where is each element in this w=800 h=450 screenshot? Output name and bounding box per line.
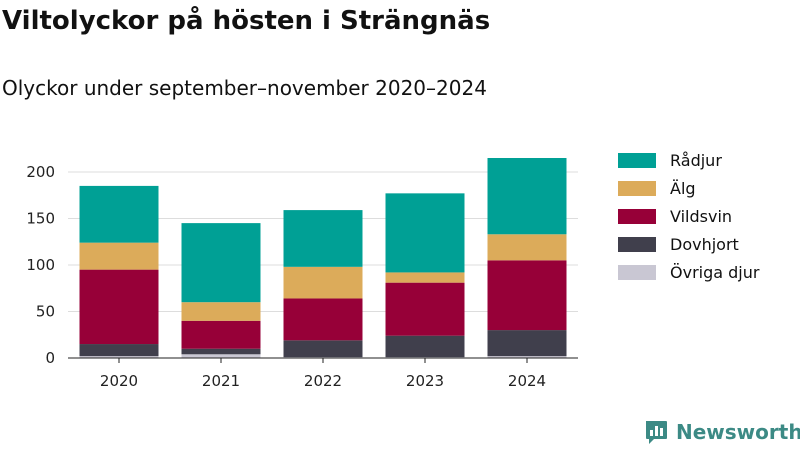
legend-label: Vildsvin	[670, 206, 733, 226]
x-tick-label: 2022	[304, 372, 342, 390]
bar-segment-rådjur-2021	[181, 223, 261, 303]
chart-title: Viltolyckor på hösten i Strängnäs	[2, 6, 491, 36]
bar-segment-älg-2021	[181, 302, 261, 321]
bar-segment-rådjur-2023	[385, 193, 465, 273]
legend-label: Rådjur	[670, 150, 722, 170]
x-axis-ticks: 2020 2021 2022 2023 2024	[100, 358, 546, 390]
bar-segment-vildsvin-2020	[79, 269, 159, 345]
x-tick-label: 2020	[100, 372, 138, 390]
bar-segment-rådjur-2020	[79, 185, 159, 243]
legend-item: Älg	[618, 174, 759, 202]
y-tick-label: 50	[36, 302, 55, 320]
x-tick-label: 2021	[202, 372, 240, 390]
legend-swatch	[618, 152, 656, 168]
x-tick-label: 2023	[406, 372, 444, 390]
chart-legend: Rådjur Älg Vildsvin Dovhjort Övriga djur	[618, 146, 759, 286]
y-tick-label: 100	[26, 256, 55, 274]
bar-segment-vildsvin-2022	[283, 298, 363, 341]
bar-segment-dovhjort-2021	[181, 348, 261, 355]
bar-segment-övriga-djur-2020	[79, 356, 159, 358]
bar-segment-övriga-djur-2021	[181, 354, 261, 358]
legend-label: Älg	[670, 178, 696, 198]
legend-swatch	[618, 236, 656, 252]
x-tick-label: 2024	[508, 372, 546, 390]
bar-segment-dovhjort-2024	[487, 330, 567, 357]
legend-label: Övriga djur	[670, 262, 760, 282]
chart-subtitle: Olyckor under september–november 2020–20…	[2, 76, 487, 100]
legend-item: Dovhjort	[618, 230, 759, 258]
bar-segment-dovhjort-2020	[79, 344, 159, 357]
legend-swatch	[618, 180, 656, 196]
bar-segment-dovhjort-2023	[385, 335, 465, 358]
y-tick-label: 0	[45, 349, 55, 367]
bar-segment-älg-2020	[79, 242, 159, 270]
legend-item: Rådjur	[618, 146, 759, 174]
bar-segments	[79, 158, 567, 358]
newsworthy-brand: Newsworthy	[644, 419, 800, 445]
legend-item: Övriga djur	[618, 258, 759, 286]
bar-segment-vildsvin-2023	[385, 282, 465, 336]
bar-segment-vildsvin-2021	[181, 320, 261, 349]
bar-segment-rådjur-2022	[283, 210, 363, 267]
bar-segment-övriga-djur-2024	[487, 356, 567, 358]
legend-swatch	[618, 264, 656, 280]
bar-segment-älg-2023	[385, 272, 465, 283]
bar-segment-älg-2024	[487, 234, 567, 261]
bar-segment-dovhjort-2022	[283, 340, 363, 358]
y-tick-label: 200	[26, 163, 55, 181]
legend-label: Dovhjort	[670, 234, 739, 254]
legend-swatch	[618, 208, 656, 224]
y-tick-label: 150	[26, 209, 55, 227]
bar-segment-älg-2022	[283, 266, 363, 299]
bar-segment-rådjur-2024	[487, 158, 567, 235]
brand-name: Newsworthy	[676, 420, 800, 444]
bar-chart-logo-icon	[646, 421, 667, 444]
legend-item: Vildsvin	[618, 202, 759, 230]
bar-segment-vildsvin-2024	[487, 260, 567, 331]
y-axis-ticks: 0 50 100 150 200	[26, 163, 55, 367]
